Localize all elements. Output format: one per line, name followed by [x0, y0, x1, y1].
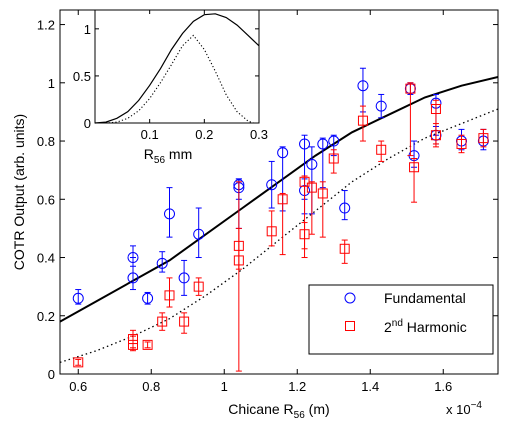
harmonic-point — [233, 255, 244, 266]
inset-x-tick-label: 0.1 — [141, 127, 159, 142]
inset-y-tick-label: 0.5 — [73, 69, 91, 84]
x-axis-title-sub: 56 — [294, 410, 306, 421]
fundamental-point — [357, 80, 369, 92]
x-axis-title: Chicane R56 (m) — [228, 401, 329, 421]
inset-x-tick-label: 0.2 — [195, 127, 213, 142]
inset-x-axis-title: R56 mm — [144, 146, 192, 166]
fundamental-point — [142, 292, 154, 304]
harmonic-point — [357, 115, 368, 126]
y-tick-label: 0.2 — [37, 309, 55, 324]
legend-label-2nd-harmonic-base: 2 — [384, 319, 392, 335]
x-tick-label: 1.2 — [288, 379, 306, 394]
fundamental-point — [266, 179, 278, 191]
harmonic-point — [328, 153, 339, 164]
inset-y-tick-label: 1 — [84, 22, 91, 37]
fundamental-point — [156, 257, 168, 269]
fundamental-point — [317, 138, 329, 150]
y-tick-label: 0.8 — [37, 134, 55, 149]
x-axis-exponent-label: x 10−4 — [446, 400, 482, 417]
inset-plot-frame — [94, 9, 260, 124]
y-tick-label: 1.2 — [37, 18, 55, 33]
x-tick-label: 0.8 — [142, 379, 160, 394]
inset-x-tick-label: 0.3 — [250, 127, 268, 142]
harmonic-point — [430, 130, 441, 141]
y-tick-label: 1 — [48, 76, 55, 91]
y-tick-label: 0.4 — [37, 251, 55, 266]
inset-fundamental-curve — [94, 13, 260, 124]
harmonic-point — [73, 357, 84, 368]
harmonic-point — [277, 194, 288, 205]
x-axis-exponent-power: −4 — [471, 400, 483, 411]
legend-marker-2nd-harmonic — [345, 321, 355, 331]
fundamental-point — [72, 292, 84, 304]
x-axis-exponent-base: x 10 — [446, 402, 471, 417]
inset-harmonic-curve — [95, 34, 254, 124]
harmonic-point — [306, 182, 317, 193]
harmonic-point — [193, 281, 204, 292]
legend-marker-fundamental — [344, 292, 356, 304]
inset-x-axis-title-sub: 56 — [154, 155, 166, 166]
harmonic-point — [128, 339, 138, 350]
harmonic-point — [157, 316, 168, 327]
fundamental-point — [306, 158, 318, 170]
harmonic-point — [339, 243, 350, 254]
inset-plot-layer: 0 0.5 1 0.1 0.2 0.3 — [73, 10, 268, 142]
fundamental-point — [277, 147, 289, 159]
harmonic-point — [179, 316, 190, 327]
fundamental-point — [193, 228, 205, 240]
legend: Fundamental 2nd Harmonic — [308, 284, 494, 355]
fundamental-point — [299, 138, 311, 150]
fundamental-point — [178, 272, 190, 284]
harmonic-point — [456, 138, 467, 149]
x-tick-label: 1.4 — [361, 379, 379, 394]
inset-x-axis-title-unit: mm — [165, 146, 192, 162]
harmonic-point — [266, 226, 277, 237]
inset-y-tick-label: 0 — [84, 116, 91, 131]
harmonic-point — [317, 188, 328, 199]
legend-label-2nd-harmonic-rest: Harmonic — [403, 319, 467, 335]
harmonic-point — [409, 162, 420, 173]
legend-label-2nd-harmonic: 2nd Harmonic — [384, 318, 467, 335]
fundamental-point — [328, 135, 340, 147]
harmonic-point — [478, 133, 489, 144]
fundamental-point — [127, 272, 139, 284]
harmonic-point — [142, 339, 153, 350]
x-tick-label: 1.6 — [434, 379, 452, 394]
harmonic-point — [164, 290, 175, 301]
main-plot-layer: 0 0.2 0.4 0.6 0.8 1 1.2 0.6 0.8 1 1.2 1.4 1.6 — [37, 10, 498, 394]
harmonic-point — [405, 83, 416, 94]
inset-x-axis-title-base: R — [144, 146, 154, 162]
legend-label-2nd-harmonic-sup: nd — [392, 318, 403, 329]
x-tick-label: 1 — [221, 379, 228, 394]
y-axis-title: COTR Output (arb. units) — [11, 114, 27, 270]
x-axis-title-unit: (m) — [305, 401, 330, 417]
legend-label-fundamental: Fundamental — [384, 290, 466, 306]
y-tick-label: 0 — [48, 367, 55, 382]
fundamental-point — [339, 202, 351, 214]
x-axis-title-base: Chicane R — [228, 401, 293, 417]
harmonic-point — [376, 144, 387, 155]
x-tick-label: 0.6 — [69, 379, 87, 394]
fundamental-point — [164, 208, 175, 220]
legend-box — [308, 284, 494, 355]
harmonic-point — [430, 104, 441, 115]
y-tick-label: 0.6 — [37, 192, 55, 207]
fundamental-point — [375, 100, 387, 112]
